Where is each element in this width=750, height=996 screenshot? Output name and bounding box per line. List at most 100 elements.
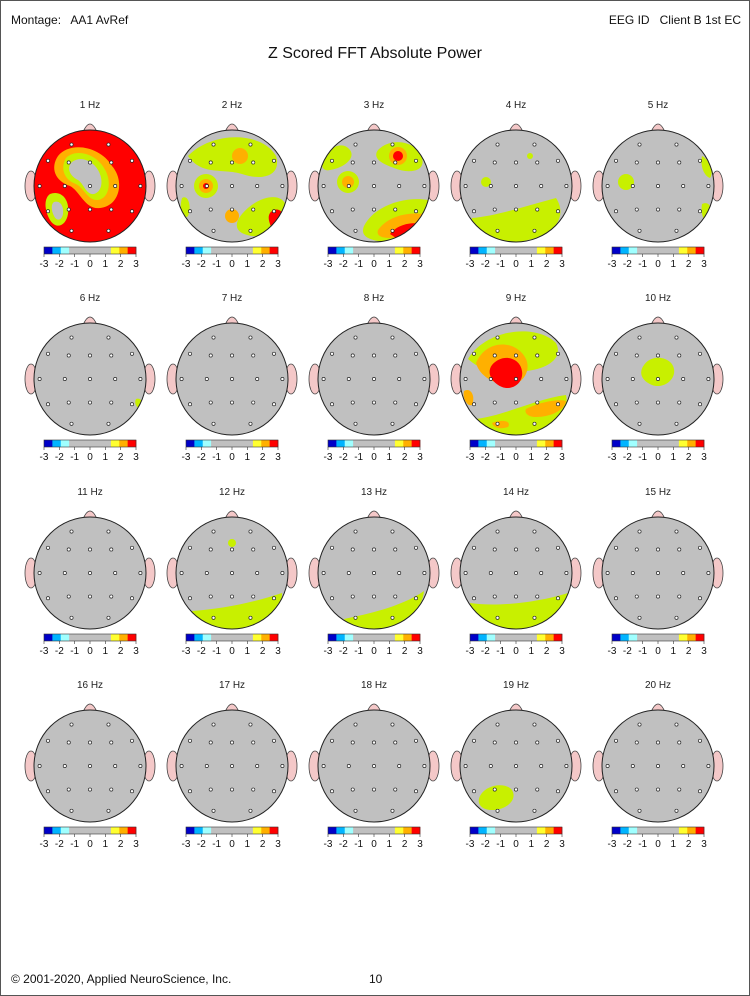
scale-swatch: [637, 634, 646, 641]
scale-swatch: [344, 634, 354, 641]
z-score-color-scale: -3 -2 -1 0 1 2 3: [466, 633, 565, 657]
electrode-marker: [66, 547, 71, 552]
scale-swatch: [520, 247, 529, 254]
scale-swatch: [403, 634, 412, 641]
scale-swatch: [695, 440, 705, 447]
electrode-marker: [208, 594, 213, 599]
electrode-marker: [255, 184, 260, 188]
z-score-color-scale: -3 -2 -1 0 1 2 3: [466, 246, 565, 270]
electrode-marker: [350, 740, 355, 745]
scale-tick-label: 2: [544, 646, 550, 657]
electrode-marker: [280, 377, 285, 381]
scale-tick-label: 0: [371, 839, 377, 850]
scale-tick-label: 0: [513, 646, 519, 657]
scale-swatch: [612, 827, 621, 834]
electrode-marker: [656, 207, 660, 212]
frequency-label: 10 Hz: [645, 293, 671, 304]
scale-swatch: [495, 247, 504, 254]
topomap-16-hz: 16 Hz -3 -2 -1 0 1 2 3: [24, 680, 156, 850]
scale-tick-label: 3: [133, 839, 139, 850]
scale-tick-label: -2: [481, 452, 490, 463]
scale-swatch: [227, 440, 237, 447]
electrode-marker: [414, 158, 418, 163]
scale-swatch: [252, 827, 262, 834]
electrode-marker: [106, 228, 111, 233]
scale-swatch: [110, 634, 120, 641]
electrode-marker: [397, 571, 402, 575]
electrode-marker: [495, 722, 500, 727]
scale-swatch: [645, 440, 655, 447]
electrode-marker: [69, 722, 74, 727]
scale-tick-label: -1: [638, 452, 647, 463]
scale-swatch: [69, 247, 78, 254]
electrode-marker: [614, 402, 618, 407]
scale-tick-label: -2: [55, 452, 64, 463]
scale-swatch: [486, 440, 496, 447]
topomap-18-hz: 18 Hz -3 -2 -1 0 1 2 3: [308, 680, 440, 850]
scale-swatch: [361, 440, 371, 447]
electrode-marker: [109, 787, 114, 792]
eeg-id-label: EEG ID: [608, 13, 650, 27]
scale-tick-label: 0: [513, 452, 519, 463]
electrode-marker: [532, 142, 537, 147]
scale-swatch: [44, 827, 53, 834]
scale-tick-label: 0: [655, 646, 661, 657]
scale-tick-label: -2: [55, 259, 64, 270]
electrode-marker: [390, 615, 395, 620]
scale-tick-label: 0: [371, 452, 377, 463]
scale-swatch: [127, 827, 137, 834]
electrode-marker: [46, 402, 50, 407]
topomap-15-hz: 15 Hz -3 -2 -1 0 1 2 3: [592, 487, 724, 657]
scale-swatch: [52, 440, 62, 447]
scale-swatch: [77, 440, 87, 447]
electrode-marker: [492, 740, 497, 745]
scale-tick-label: 1: [671, 452, 677, 463]
electrode-marker: [674, 142, 679, 147]
electrode-marker: [350, 547, 355, 552]
electrode-marker: [230, 571, 234, 575]
scale-tick-label: 1: [387, 452, 393, 463]
electrode-marker: [106, 722, 111, 727]
scale-swatch: [653, 827, 663, 834]
electrode-marker: [353, 615, 358, 620]
electrode-marker: [188, 209, 192, 214]
scale-swatch: [244, 827, 254, 834]
electrode-marker: [109, 547, 114, 552]
electrode-marker: [88, 764, 92, 768]
scale-tick-label: -1: [638, 646, 647, 657]
z-score-color-scale: -3 -2 -1 0 1 2 3: [40, 439, 139, 463]
scale-swatch: [94, 440, 103, 447]
frequency-label: 16 Hz: [77, 680, 103, 691]
scale-swatch: [369, 247, 379, 254]
montage-value: AA1 AvRef: [70, 13, 129, 27]
scale-swatch: [386, 634, 396, 641]
page-title: Z Scored FFT Absolute Power: [267, 45, 482, 62]
electrode-marker: [204, 184, 209, 188]
scale-swatch: [69, 827, 78, 834]
topomap-3-hz: 3 Hz -3 -2 -1 0 1 2 3: [308, 100, 440, 270]
electrode-marker: [393, 353, 398, 358]
electrode-marker: [330, 596, 334, 601]
electrode-marker: [106, 421, 111, 426]
electrode-marker: [698, 402, 702, 407]
scale-swatch: [353, 247, 362, 254]
frequency-label: 8 Hz: [364, 293, 385, 304]
scale-swatch: [269, 440, 279, 447]
scale-swatch: [628, 440, 638, 447]
electrode-marker: [630, 764, 635, 768]
electrode-marker: [330, 738, 334, 743]
scale-tick-label: -2: [197, 646, 206, 657]
electrode-marker: [564, 184, 569, 188]
scale-tick-label: 0: [513, 259, 519, 270]
scale-swatch: [244, 634, 254, 641]
scale-swatch: [503, 827, 513, 834]
electrode-marker: [346, 184, 351, 188]
scale-swatch: [369, 440, 379, 447]
electrode-marker: [69, 228, 74, 233]
electrode-marker: [88, 547, 92, 552]
electrode-marker: [656, 400, 660, 405]
electrode-marker: [614, 596, 618, 601]
scale-tick-label: 1: [671, 259, 677, 270]
